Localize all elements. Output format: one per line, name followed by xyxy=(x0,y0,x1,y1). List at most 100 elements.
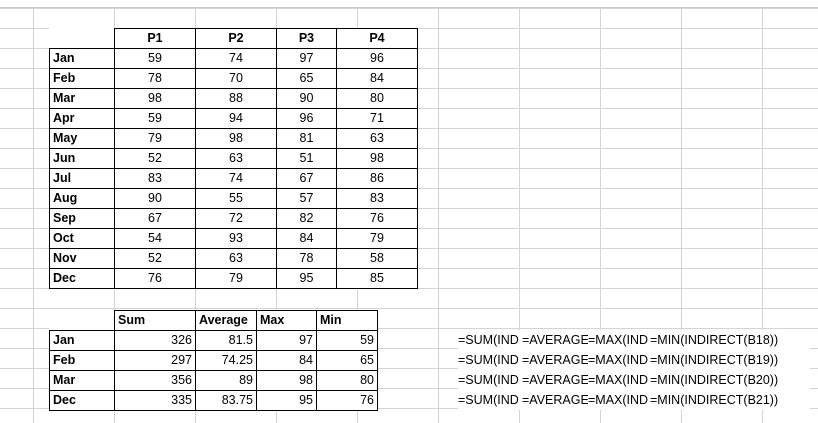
data-cell[interactable]: 83 xyxy=(336,188,418,209)
column-header-average[interactable]: Average xyxy=(195,310,257,331)
row-label[interactable]: Jul xyxy=(49,168,115,189)
data-cell[interactable]: 93 xyxy=(195,228,277,249)
data-cell[interactable]: 90 xyxy=(276,88,337,109)
sum-cell[interactable]: 335 xyxy=(114,390,196,411)
sum-cell[interactable]: 297 xyxy=(114,350,196,371)
data-cell[interactable]: 54 xyxy=(114,228,196,249)
column-header-p2[interactable]: P2 xyxy=(195,28,277,49)
data-cell[interactable]: 82 xyxy=(276,208,337,229)
data-cell[interactable]: 98 xyxy=(336,148,418,169)
column-header-p1[interactable]: P1 xyxy=(114,28,196,49)
formula-max-cell[interactable]: =MAX(IND xyxy=(588,370,650,390)
data-cell[interactable]: 72 xyxy=(195,208,277,229)
formula-max-cell[interactable]: =MAX(IND xyxy=(588,350,650,370)
data-cell[interactable]: 81 xyxy=(276,128,337,149)
row-label[interactable]: Feb xyxy=(49,68,115,89)
max-cell[interactable]: 95 xyxy=(256,390,317,411)
average-cell[interactable]: 89 xyxy=(195,370,257,391)
max-cell[interactable]: 97 xyxy=(256,330,317,351)
average-cell[interactable]: 74.25 xyxy=(195,350,257,371)
formula-min-cell[interactable]: =MIN(INDIRECT(B19)) xyxy=(650,350,810,370)
row-label[interactable]: Nov xyxy=(49,248,115,269)
column-header-min[interactable]: Min xyxy=(316,310,378,331)
data-cell[interactable]: 51 xyxy=(276,148,337,169)
data-cell[interactable]: 52 xyxy=(114,248,196,269)
column-header-p3[interactable]: P3 xyxy=(276,28,337,49)
data-cell[interactable]: 74 xyxy=(195,168,277,189)
row-label[interactable]: Mar xyxy=(49,88,115,109)
data-cell[interactable]: 84 xyxy=(276,228,337,249)
corner-cell[interactable] xyxy=(50,29,115,49)
data-cell[interactable]: 96 xyxy=(336,48,418,69)
column-header-max[interactable]: Max xyxy=(256,310,317,331)
row-label[interactable]: Sep xyxy=(49,208,115,229)
min-cell[interactable]: 59 xyxy=(316,330,378,351)
min-cell[interactable]: 76 xyxy=(316,390,378,411)
data-cell[interactable]: 57 xyxy=(276,188,337,209)
data-cell[interactable]: 52 xyxy=(114,148,196,169)
data-cell[interactable]: 71 xyxy=(336,108,418,129)
formula-average-cell[interactable]: =AVERAGE xyxy=(522,370,588,390)
data-cell[interactable]: 59 xyxy=(114,48,196,69)
data-cell[interactable]: 79 xyxy=(336,228,418,249)
max-cell[interactable]: 98 xyxy=(256,370,317,391)
row-label[interactable]: Dec xyxy=(49,268,115,289)
data-cell[interactable]: 80 xyxy=(336,88,418,109)
sum-cell[interactable]: 356 xyxy=(114,370,196,391)
formula-sum-cell[interactable]: =SUM(IND xyxy=(458,330,522,350)
data-cell[interactable]: 84 xyxy=(336,68,418,89)
row-label[interactable]: Feb xyxy=(49,350,115,371)
data-cell[interactable]: 76 xyxy=(114,268,196,289)
row-label[interactable]: Mar xyxy=(49,370,115,391)
data-cell[interactable]: 86 xyxy=(336,168,418,189)
data-cell[interactable]: 63 xyxy=(336,128,418,149)
data-cell[interactable]: 95 xyxy=(276,268,337,289)
row-label[interactable]: Apr xyxy=(49,108,115,129)
data-cell[interactable]: 59 xyxy=(114,108,196,129)
data-cell[interactable]: 79 xyxy=(195,268,277,289)
data-cell[interactable]: 63 xyxy=(195,248,277,269)
column-header-p4[interactable]: P4 xyxy=(336,28,418,49)
formula-sum-cell[interactable]: =SUM(IND xyxy=(458,370,522,390)
data-cell[interactable]: 74 xyxy=(195,48,277,69)
data-cell[interactable]: 97 xyxy=(276,48,337,69)
data-cell[interactable]: 90 xyxy=(114,188,196,209)
formula-sum-cell[interactable]: =SUM(IND xyxy=(458,390,522,410)
corner-cell[interactable] xyxy=(49,310,115,331)
formula-average-cell[interactable]: =AVERAGE xyxy=(522,350,588,370)
data-cell[interactable]: 88 xyxy=(195,88,277,109)
row-label[interactable]: Dec xyxy=(49,390,115,411)
data-cell[interactable]: 55 xyxy=(195,188,277,209)
sum-cell[interactable]: 326 xyxy=(114,330,196,351)
data-cell[interactable]: 67 xyxy=(276,168,337,189)
data-cell[interactable]: 78 xyxy=(276,248,337,269)
formula-max-cell[interactable]: =MAX(IND xyxy=(588,330,650,350)
formula-average-cell[interactable]: =AVERAGE xyxy=(522,330,588,350)
formula-sum-cell[interactable]: =SUM(IND xyxy=(458,350,522,370)
row-label[interactable]: Aug xyxy=(49,188,115,209)
row-label[interactable]: Jan xyxy=(49,48,115,69)
data-cell[interactable]: 98 xyxy=(195,128,277,149)
data-cell[interactable]: 76 xyxy=(336,208,418,229)
data-cell[interactable]: 70 xyxy=(195,68,277,89)
min-cell[interactable]: 80 xyxy=(316,370,378,391)
row-label[interactable]: Oct xyxy=(49,228,115,249)
average-cell[interactable]: 81.5 xyxy=(195,330,257,351)
average-cell[interactable]: 83.75 xyxy=(195,390,257,411)
data-cell[interactable]: 85 xyxy=(336,268,418,289)
data-cell[interactable]: 58 xyxy=(336,248,418,269)
formula-max-cell[interactable]: =MAX(IND xyxy=(588,390,650,410)
formula-min-cell[interactable]: =MIN(INDIRECT(B21)) xyxy=(650,390,810,410)
max-cell[interactable]: 84 xyxy=(256,350,317,371)
formula-average-cell[interactable]: =AVERAGE xyxy=(522,390,588,410)
formula-min-cell[interactable]: =MIN(INDIRECT(B20)) xyxy=(650,370,810,390)
row-label[interactable]: May xyxy=(49,128,115,149)
min-cell[interactable]: 65 xyxy=(316,350,378,371)
row-label[interactable]: Jan xyxy=(49,330,115,351)
data-cell[interactable]: 67 xyxy=(114,208,196,229)
data-cell[interactable]: 98 xyxy=(114,88,196,109)
data-cell[interactable]: 78 xyxy=(114,68,196,89)
data-cell[interactable]: 94 xyxy=(195,108,277,129)
data-cell[interactable]: 79 xyxy=(114,128,196,149)
data-cell[interactable]: 65 xyxy=(276,68,337,89)
